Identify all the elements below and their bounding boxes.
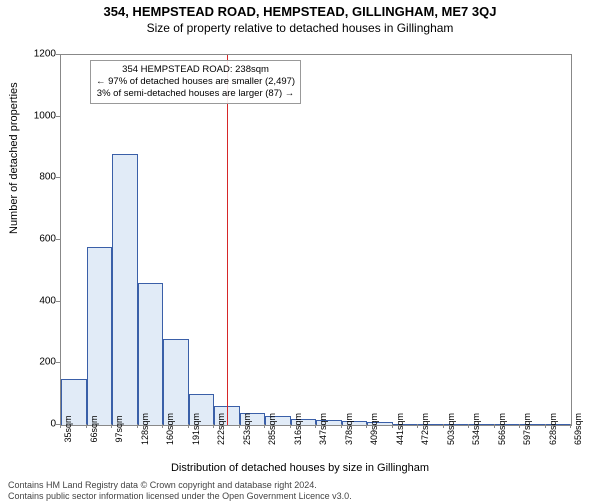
xtick-label: 409sqm [369, 413, 379, 445]
xtick-label: 285sqm [267, 413, 277, 445]
xtick-label: 503sqm [446, 413, 456, 445]
xtick-mark [392, 424, 393, 428]
xtick-label: 597sqm [522, 413, 532, 445]
ytick-label: 800 [39, 172, 56, 183]
ytick-mark [56, 362, 60, 363]
xtick-label: 378sqm [344, 413, 354, 445]
xtick-label: 35sqm [63, 415, 73, 442]
xtick-label: 472sqm [420, 413, 430, 445]
page-subtitle: Size of property relative to detached ho… [0, 21, 600, 35]
x-axis-label: Distribution of detached houses by size … [0, 462, 600, 474]
page-title: 354, HEMPSTEAD ROAD, HEMPSTEAD, GILLINGH… [0, 4, 600, 19]
xtick-mark [341, 424, 342, 428]
histogram-bar [138, 283, 164, 425]
xtick-label: 347sqm [318, 413, 328, 445]
xtick-mark [60, 424, 61, 428]
xtick-label: 534sqm [471, 413, 481, 445]
xtick-mark [111, 424, 112, 428]
ytick-label: 400 [39, 295, 56, 306]
footer-attribution: Contains HM Land Registry data © Crown c… [8, 480, 352, 502]
plot-area [60, 54, 572, 426]
xtick-label: 191sqm [191, 413, 201, 445]
xtick-mark [545, 424, 546, 428]
xtick-label: 97sqm [114, 415, 124, 442]
ytick-label: 1000 [34, 110, 56, 121]
ytick-mark [56, 301, 60, 302]
xtick-mark [213, 424, 214, 428]
annotation-box: 354 HEMPSTEAD ROAD: 238sqm ← 97% of deta… [90, 60, 301, 104]
xtick-mark [468, 424, 469, 428]
annotation-line2: ← 97% of detached houses are smaller (2,… [96, 76, 295, 88]
xtick-mark [137, 424, 138, 428]
xtick-mark [443, 424, 444, 428]
footer-line1: Contains HM Land Registry data © Crown c… [8, 480, 352, 491]
histogram-bar [112, 154, 138, 425]
ytick-mark [56, 54, 60, 55]
xtick-label: 316sqm [293, 413, 303, 445]
xtick-mark [315, 424, 316, 428]
xtick-label: 566sqm [497, 413, 507, 445]
xtick-label: 253sqm [242, 413, 252, 445]
ytick-mark [56, 116, 60, 117]
xtick-mark [417, 424, 418, 428]
histogram-bar [87, 247, 113, 425]
chart-container: 354, HEMPSTEAD ROAD, HEMPSTEAD, GILLINGH… [0, 4, 600, 504]
xtick-mark [570, 424, 571, 428]
xtick-label: 222sqm [216, 413, 226, 445]
xtick-mark [366, 424, 367, 428]
xtick-label: 128sqm [140, 413, 150, 445]
xtick-mark [86, 424, 87, 428]
xtick-mark [264, 424, 265, 428]
xtick-label: 160sqm [165, 413, 175, 445]
ytick-mark [56, 239, 60, 240]
xtick-mark [162, 424, 163, 428]
y-axis-label: Number of detached properties [8, 82, 20, 234]
xtick-mark [494, 424, 495, 428]
xtick-mark [519, 424, 520, 428]
xtick-mark [188, 424, 189, 428]
ytick-label: 600 [39, 234, 56, 245]
xtick-mark [239, 424, 240, 428]
reference-line [227, 55, 228, 425]
xtick-label: 66sqm [89, 415, 99, 442]
ytick-mark [56, 177, 60, 178]
xtick-label: 628sqm [548, 413, 558, 445]
annotation-line3: 3% of semi-detached houses are larger (8… [96, 88, 295, 100]
ytick-label: 1200 [34, 49, 56, 60]
ytick-label: 200 [39, 357, 56, 368]
xtick-label: 441sqm [395, 413, 405, 445]
xtick-mark [290, 424, 291, 428]
footer-line2: Contains public sector information licen… [8, 491, 352, 502]
annotation-line1: 354 HEMPSTEAD ROAD: 238sqm [96, 64, 295, 76]
xtick-label: 659sqm [573, 413, 583, 445]
